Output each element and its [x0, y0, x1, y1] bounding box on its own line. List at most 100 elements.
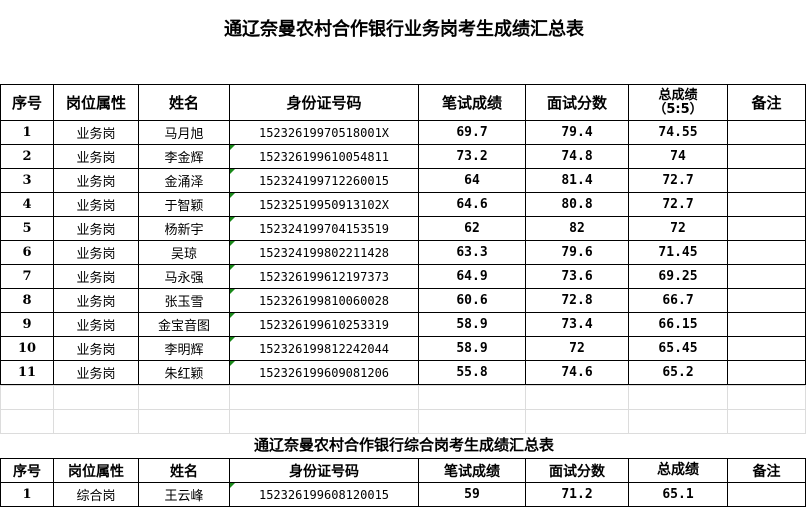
- total-score-cell[interactable]: 71.45: [628, 240, 728, 265]
- written-score-cell[interactable]: 58.9: [418, 336, 526, 361]
- empty-cell[interactable]: [138, 409, 230, 434]
- remark-cell[interactable]: [727, 482, 806, 507]
- empty-cell[interactable]: [229, 409, 419, 434]
- position-cell[interactable]: 综合岗: [53, 482, 139, 507]
- header-position[interactable]: 岗位属性: [53, 84, 139, 121]
- empty-cell[interactable]: [138, 385, 230, 410]
- position-cell[interactable]: 业务岗: [53, 168, 139, 193]
- name-cell[interactable]: 李明辉: [138, 336, 230, 361]
- total-score-cell[interactable]: 65.45: [628, 336, 728, 361]
- header-seq[interactable]: 序号: [0, 458, 54, 483]
- written-score-cell[interactable]: 59: [418, 482, 526, 507]
- empty-cell[interactable]: [0, 385, 54, 410]
- id-cell[interactable]: 152326199610253319: [229, 312, 419, 337]
- position-cell[interactable]: 业务岗: [53, 216, 139, 241]
- name-cell[interactable]: 杨新宇: [138, 216, 230, 241]
- header-name[interactable]: 姓名: [138, 84, 230, 121]
- remark-cell[interactable]: [727, 360, 806, 385]
- header-id[interactable]: 身份证号码: [229, 458, 419, 483]
- header-total[interactable]: 总成绩 （5:5）: [628, 84, 728, 121]
- total-score-cell[interactable]: 72: [628, 216, 728, 241]
- name-cell[interactable]: 金宝音图: [138, 312, 230, 337]
- interview-score-cell[interactable]: 74.8: [525, 144, 629, 169]
- empty-cell[interactable]: [229, 385, 419, 410]
- total-score-cell[interactable]: 74: [628, 144, 728, 169]
- header-remark[interactable]: 备注: [727, 84, 806, 121]
- remark-cell[interactable]: [727, 288, 806, 313]
- empty-cell[interactable]: [525, 409, 629, 434]
- interview-score-cell[interactable]: 80.8: [525, 192, 629, 217]
- remark-cell[interactable]: [727, 264, 806, 289]
- header-name[interactable]: 姓名: [138, 458, 230, 483]
- interview-score-cell[interactable]: 72: [525, 336, 629, 361]
- seq-cell[interactable]: 5: [0, 216, 54, 241]
- header-interview[interactable]: 面试分数: [525, 458, 629, 483]
- id-cell[interactable]: 152326199608120015: [229, 482, 419, 507]
- interview-score-cell[interactable]: 74.6: [525, 360, 629, 385]
- name-cell[interactable]: 朱红颖: [138, 360, 230, 385]
- id-cell[interactable]: 15232619970518001X: [229, 120, 419, 145]
- seq-cell[interactable]: 1: [0, 120, 54, 145]
- written-score-cell[interactable]: 63.3: [418, 240, 526, 265]
- name-cell[interactable]: 李金辉: [138, 144, 230, 169]
- total-score-cell[interactable]: 66.15: [628, 312, 728, 337]
- remark-cell[interactable]: [727, 192, 806, 217]
- interview-score-cell[interactable]: 73.4: [525, 312, 629, 337]
- header-total[interactable]: 总成绩: [628, 458, 728, 483]
- name-cell[interactable]: 马永强: [138, 264, 230, 289]
- empty-cell[interactable]: [418, 385, 526, 410]
- interview-score-cell[interactable]: 82: [525, 216, 629, 241]
- empty-cell[interactable]: [0, 409, 54, 434]
- position-cell[interactable]: 业务岗: [53, 336, 139, 361]
- interview-score-cell[interactable]: 81.4: [525, 168, 629, 193]
- seq-cell[interactable]: 10: [0, 336, 54, 361]
- name-cell[interactable]: 于智颖: [138, 192, 230, 217]
- seq-cell[interactable]: 4: [0, 192, 54, 217]
- remark-cell[interactable]: [727, 240, 806, 265]
- position-cell[interactable]: 业务岗: [53, 288, 139, 313]
- total-score-cell[interactable]: 72.7: [628, 168, 728, 193]
- id-cell[interactable]: 15232519950913102X: [229, 192, 419, 217]
- empty-cell[interactable]: [418, 409, 526, 434]
- position-cell[interactable]: 业务岗: [53, 240, 139, 265]
- id-cell[interactable]: 152326199610054811: [229, 144, 419, 169]
- name-cell[interactable]: 张玉雪: [138, 288, 230, 313]
- total-score-cell[interactable]: 66.7: [628, 288, 728, 313]
- total-score-cell[interactable]: 74.55: [628, 120, 728, 145]
- written-score-cell[interactable]: 64.6: [418, 192, 526, 217]
- written-score-cell[interactable]: 62: [418, 216, 526, 241]
- remark-cell[interactable]: [727, 120, 806, 145]
- seq-cell[interactable]: 11: [0, 360, 54, 385]
- total-score-cell[interactable]: 72.7: [628, 192, 728, 217]
- seq-cell[interactable]: 7: [0, 264, 54, 289]
- id-cell[interactable]: 152324199802211428: [229, 240, 419, 265]
- header-written[interactable]: 笔试成绩: [418, 84, 526, 121]
- remark-cell[interactable]: [727, 168, 806, 193]
- empty-cell[interactable]: [53, 409, 139, 434]
- total-score-cell[interactable]: 65.2: [628, 360, 728, 385]
- seq-cell[interactable]: 1: [0, 482, 54, 507]
- header-seq[interactable]: 序号: [0, 84, 54, 121]
- empty-cell[interactable]: [727, 409, 806, 434]
- interview-score-cell[interactable]: 79.6: [525, 240, 629, 265]
- name-cell[interactable]: 金涌泽: [138, 168, 230, 193]
- remark-cell[interactable]: [727, 216, 806, 241]
- position-cell[interactable]: 业务岗: [53, 312, 139, 337]
- id-cell[interactable]: 152324199712260015: [229, 168, 419, 193]
- empty-cell[interactable]: [525, 385, 629, 410]
- position-cell[interactable]: 业务岗: [53, 120, 139, 145]
- name-cell[interactable]: 王云峰: [138, 482, 230, 507]
- remark-cell[interactable]: [727, 144, 806, 169]
- seq-cell[interactable]: 3: [0, 168, 54, 193]
- empty-cell[interactable]: [628, 385, 728, 410]
- header-written[interactable]: 笔试成绩: [418, 458, 526, 483]
- id-cell[interactable]: 152326199812242044: [229, 336, 419, 361]
- position-cell[interactable]: 业务岗: [53, 144, 139, 169]
- seq-cell[interactable]: 9: [0, 312, 54, 337]
- position-cell[interactable]: 业务岗: [53, 360, 139, 385]
- position-cell[interactable]: 业务岗: [53, 192, 139, 217]
- written-score-cell[interactable]: 60.6: [418, 288, 526, 313]
- name-cell[interactable]: 马月旭: [138, 120, 230, 145]
- seq-cell[interactable]: 8: [0, 288, 54, 313]
- total-score-cell[interactable]: 65.1: [628, 482, 728, 507]
